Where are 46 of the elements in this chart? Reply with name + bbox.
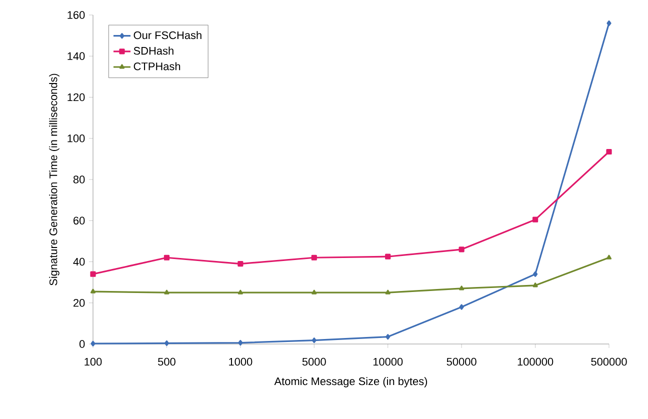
- legend-label: CTPHash: [134, 62, 180, 70]
- y-tick-label: 0: [79, 340, 85, 348]
- point: [90, 288, 96, 294]
- x-tick-label: 50000: [446, 358, 476, 366]
- point: [238, 340, 243, 346]
- point: [606, 20, 612, 26]
- point: [164, 290, 170, 294]
- point: [90, 271, 96, 277]
- point: [459, 286, 464, 290]
- point: [90, 340, 96, 346]
- point: [312, 337, 316, 344]
- point: [459, 304, 464, 310]
- point: [606, 254, 612, 260]
- point: [385, 290, 390, 294]
- point: [164, 340, 170, 346]
- point: [532, 282, 538, 288]
- point: [238, 290, 243, 294]
- point: [385, 254, 391, 260]
- y-tick-label: 160: [68, 11, 85, 19]
- x-tick-label: 100000: [518, 358, 554, 366]
- y-tick-label: 20: [74, 299, 85, 307]
- y-tick-label: 120: [68, 93, 85, 102]
- y-tick-label: 100: [68, 134, 85, 142]
- point: [311, 254, 317, 260]
- x-tick-label: 1000: [229, 358, 252, 366]
- x-tick-label: 10000: [373, 358, 403, 366]
- point: [386, 334, 390, 340]
- y-tick-label: 80: [73, 176, 85, 184]
- x-tick-label: 500000: [591, 358, 627, 366]
- y-tick-label: 60: [74, 216, 85, 225]
- legend-label: SDHash: [134, 46, 174, 55]
- x-tick-label: 100: [84, 358, 102, 366]
- point: [238, 261, 244, 267]
- legend-label: Our FSCHash: [134, 31, 202, 40]
- x-axis-title: Atomic Message Size (in bytes): [274, 377, 428, 388]
- x-tick-label: 500: [158, 358, 176, 366]
- point: [312, 290, 317, 294]
- point: [532, 216, 538, 222]
- point: [458, 246, 464, 252]
- point: [164, 254, 170, 260]
- point: [606, 148, 612, 155]
- point: [532, 271, 538, 277]
- x-tick-label: 5000: [302, 358, 326, 366]
- y-axis-title: Signature Generation Time (in milliseconds): [49, 74, 60, 286]
- y-tick-label: 40: [73, 258, 85, 266]
- y-tick-label: 140: [68, 52, 85, 60]
